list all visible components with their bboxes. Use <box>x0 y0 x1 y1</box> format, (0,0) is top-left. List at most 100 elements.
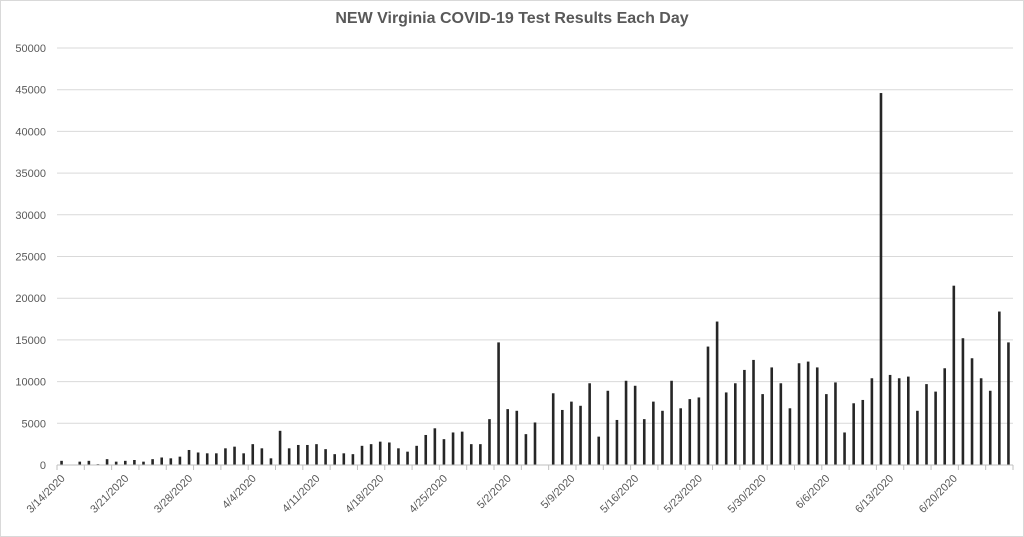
bar <box>888 374 892 465</box>
bar <box>497 342 500 465</box>
bar <box>215 453 218 465</box>
bar <box>688 399 692 465</box>
bar <box>834 382 837 465</box>
bar <box>60 460 63 465</box>
bar <box>724 392 728 465</box>
bar <box>652 401 655 465</box>
bar <box>1007 342 1010 465</box>
bar <box>160 457 163 465</box>
bar <box>670 380 673 465</box>
y-tick-label: 20000 <box>15 293 46 305</box>
chart-title: NEW Virginia COVID-19 Test Results Each … <box>335 10 689 27</box>
bar <box>205 453 209 465</box>
bar <box>369 444 373 465</box>
bar <box>488 419 491 465</box>
x-tick-label: 5/2/2020 <box>475 473 514 512</box>
x-tick-label: 4/4/2020 <box>220 473 259 512</box>
bar <box>442 439 446 465</box>
bar <box>506 409 509 465</box>
bar <box>715 321 719 465</box>
y-tick-label: 15000 <box>15 335 46 347</box>
bar <box>260 448 264 465</box>
bar <box>78 461 82 465</box>
bar <box>970 358 974 465</box>
bar <box>342 453 346 465</box>
bar <box>151 459 154 465</box>
bar <box>196 452 200 465</box>
bar <box>615 419 619 465</box>
bar <box>306 444 309 465</box>
bar <box>224 448 227 465</box>
bar <box>406 451 409 465</box>
bar <box>105 459 109 465</box>
bar <box>469 444 473 465</box>
y-tick-label: 30000 <box>15 210 46 222</box>
bar <box>825 394 828 465</box>
bar <box>269 458 273 465</box>
bar <box>114 461 118 465</box>
bar <box>770 367 774 465</box>
bar <box>633 385 637 465</box>
bar <box>579 405 582 465</box>
bar <box>870 378 874 465</box>
bar <box>515 410 519 465</box>
bar <box>788 408 792 465</box>
x-tick-label: 3/21/2020 <box>88 473 131 516</box>
x-tick-label: 5/23/2020 <box>662 473 705 516</box>
bar <box>433 428 437 465</box>
bar <box>397 448 400 465</box>
bar <box>661 410 664 465</box>
x-tick-label: 4/11/2020 <box>280 473 323 516</box>
bar <box>597 436 601 465</box>
bar <box>251 444 255 465</box>
bar <box>815 367 819 465</box>
bar <box>378 441 382 465</box>
bar <box>324 449 327 465</box>
y-tick-label: 10000 <box>15 377 46 389</box>
bar <box>779 383 783 465</box>
bar <box>388 442 391 465</box>
bar <box>879 93 883 465</box>
y-tick-label: 5000 <box>22 418 46 430</box>
bar <box>570 401 573 465</box>
bar <box>806 361 810 465</box>
y-tick-label: 0 <box>40 460 46 472</box>
x-tick-label: 6/20/2020 <box>917 473 960 516</box>
x-tick-label: 5/9/2020 <box>539 473 578 512</box>
y-tick-label: 50000 <box>15 43 46 55</box>
bar <box>533 422 537 465</box>
bar <box>479 444 482 465</box>
bar <box>142 461 145 465</box>
bar <box>169 458 173 465</box>
bar <box>907 376 910 465</box>
bar <box>133 460 136 465</box>
bar <box>761 394 764 465</box>
bar <box>606 390 610 465</box>
bar <box>233 446 236 465</box>
bar <box>797 363 801 465</box>
bar <box>752 359 755 465</box>
bar <box>524 434 528 465</box>
x-tick-label: 4/25/2020 <box>407 473 450 516</box>
bar <box>934 391 937 465</box>
bar <box>415 445 418 465</box>
bar <box>897 378 901 465</box>
x-tick-label: 3/28/2020 <box>152 473 195 516</box>
bar <box>979 378 983 465</box>
bar <box>278 430 282 465</box>
bar <box>988 390 992 465</box>
bar-series <box>60 93 1010 465</box>
bar <box>187 449 191 465</box>
bar <box>624 380 628 465</box>
bar <box>87 460 91 465</box>
bar <box>242 453 245 465</box>
bar <box>642 419 646 465</box>
bar <box>551 393 555 465</box>
bar <box>588 383 591 465</box>
bar <box>296 444 300 465</box>
bar <box>561 409 564 465</box>
x-tick-label: 5/30/2020 <box>726 473 769 516</box>
bar <box>333 454 336 465</box>
bar <box>706 346 710 465</box>
